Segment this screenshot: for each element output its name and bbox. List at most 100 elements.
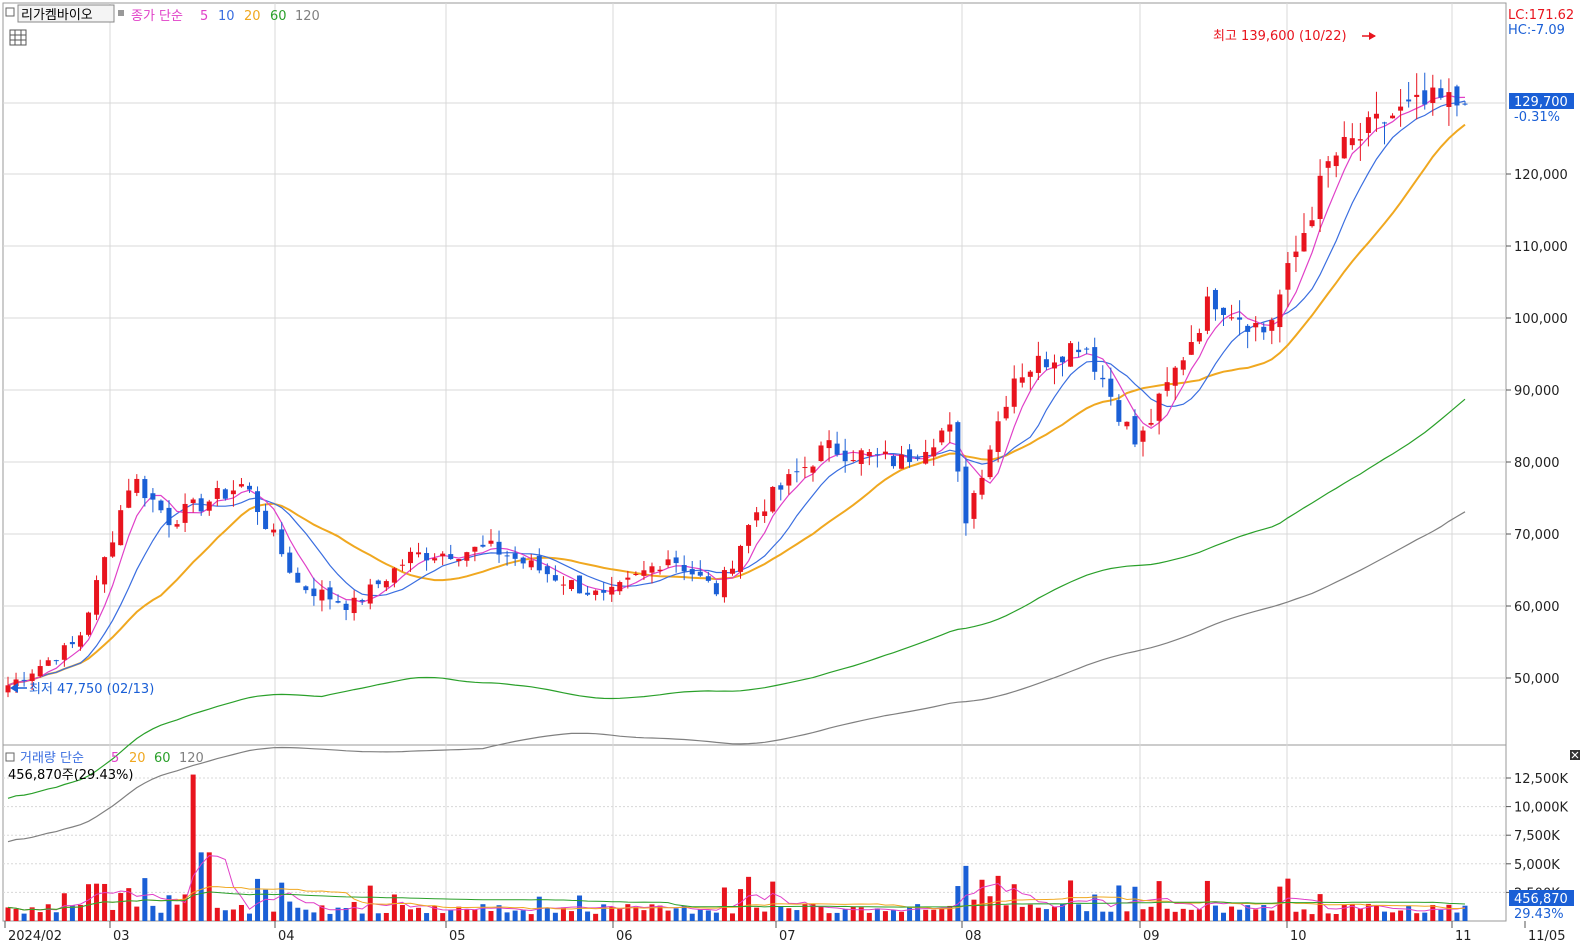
candle-body: [61, 645, 67, 660]
candle-body: [1390, 115, 1396, 119]
volume-bar: [979, 879, 985, 921]
low-arrow-icon: [10, 683, 18, 693]
candle-body: [126, 490, 132, 508]
high-annotation: 최고 139,600 (10/22): [1213, 29, 1376, 44]
candle-body: [182, 503, 188, 523]
volume-bar: [37, 912, 43, 921]
volume-bar: [794, 910, 800, 921]
volume-bar: [488, 911, 494, 921]
candle-body: [37, 666, 43, 677]
candle-body: [1043, 359, 1049, 368]
volume-bar: [1462, 905, 1468, 921]
volume-bar: [1446, 904, 1452, 921]
volume-bar: [182, 894, 188, 921]
volume-bar: [520, 910, 526, 921]
candle-body: [689, 569, 695, 575]
volume-bar: [899, 911, 905, 921]
candle-body: [987, 449, 993, 478]
ma20-line: [7, 123, 1466, 687]
volume-bar: [987, 896, 993, 921]
volume-bar: [448, 910, 454, 921]
volume-bar: [472, 909, 478, 921]
volume-bar: [915, 904, 921, 921]
volume-bar: [971, 899, 977, 921]
date-tick-label: 11/05: [1528, 929, 1565, 944]
candle-body: [641, 570, 647, 576]
price-tick-label: 80,000: [1514, 456, 1560, 471]
candle-body: [391, 568, 397, 583]
volume-bar: [1333, 914, 1339, 921]
candle-body: [625, 577, 631, 580]
volume-bar: [407, 909, 413, 921]
volume-bar: [1221, 912, 1227, 921]
volume-bar: [1438, 909, 1444, 921]
candle-body: [1060, 356, 1066, 363]
candle-body: [818, 445, 824, 462]
date-tick-label: 05: [449, 929, 466, 944]
collapse-box[interactable]: [5, 7, 15, 17]
candle-body: [198, 498, 204, 512]
stock-name-box[interactable]: [17, 4, 115, 23]
table-icon[interactable]: [9, 29, 27, 46]
candle-body: [931, 447, 937, 457]
high-arrow-icon: [1369, 32, 1376, 40]
volume-collapse-box[interactable]: [5, 752, 15, 762]
candle-body: [311, 588, 317, 597]
volume-bar: [1204, 880, 1210, 921]
candle-body: [1341, 136, 1347, 159]
volume-bar: [5, 907, 11, 921]
date-tick-label: 06: [616, 929, 633, 944]
candle-body: [343, 603, 349, 610]
volume-bar: [94, 883, 100, 921]
date-tick-label: 08: [965, 929, 982, 944]
volume-bar: [69, 905, 75, 921]
candle-body: [568, 580, 574, 590]
vol-ma120-label: 120: [179, 751, 204, 766]
volume-bar: [238, 904, 244, 921]
ma20-label: 20: [244, 9, 261, 24]
ma10-line: [7, 100, 1466, 686]
volume-bar: [625, 904, 631, 921]
volume-bar: [512, 910, 518, 921]
volume-bar: [279, 882, 285, 921]
volume-bar: [263, 889, 269, 921]
candle-body: [222, 489, 228, 499]
ma120-label: 120: [295, 9, 320, 24]
candle-body: [1277, 294, 1283, 328]
candle-body: [923, 451, 929, 464]
volume-bar: [158, 912, 164, 921]
candle-body: [271, 529, 277, 533]
volume-bar: [496, 905, 502, 921]
candle-body: [673, 557, 679, 564]
candle-body: [432, 558, 438, 561]
candle-body: [874, 454, 880, 456]
volume-bar: [21, 913, 27, 921]
candle-body: [794, 471, 800, 473]
volume-bar: [746, 876, 752, 921]
volume-bar: [1019, 906, 1025, 921]
candle-body: [955, 422, 961, 472]
volume-bar: [528, 914, 534, 921]
candle-body: [134, 478, 140, 493]
volume-tick-label: 10,000K: [1514, 801, 1568, 816]
volume-bar: [1269, 910, 1275, 921]
candle-body: [351, 597, 357, 614]
candle-body: [536, 555, 542, 571]
candle-body: [1269, 320, 1275, 331]
volume-bar: [778, 906, 784, 921]
volume-bar: [850, 906, 856, 921]
price-tick-label: 120,000: [1514, 168, 1568, 183]
volume-bar: [681, 905, 687, 921]
candle-body: [1349, 138, 1355, 146]
candle-body: [1293, 251, 1299, 258]
candle-body: [416, 552, 422, 555]
candle-body: [456, 559, 462, 562]
volume-bar: [609, 906, 615, 921]
candle-body: [488, 540, 494, 544]
candle-body: [802, 467, 808, 469]
volume-bar: [1261, 905, 1267, 921]
vol-ma20-label: 20: [129, 751, 146, 766]
volume-bar: [633, 907, 639, 921]
candle-body: [174, 524, 180, 527]
